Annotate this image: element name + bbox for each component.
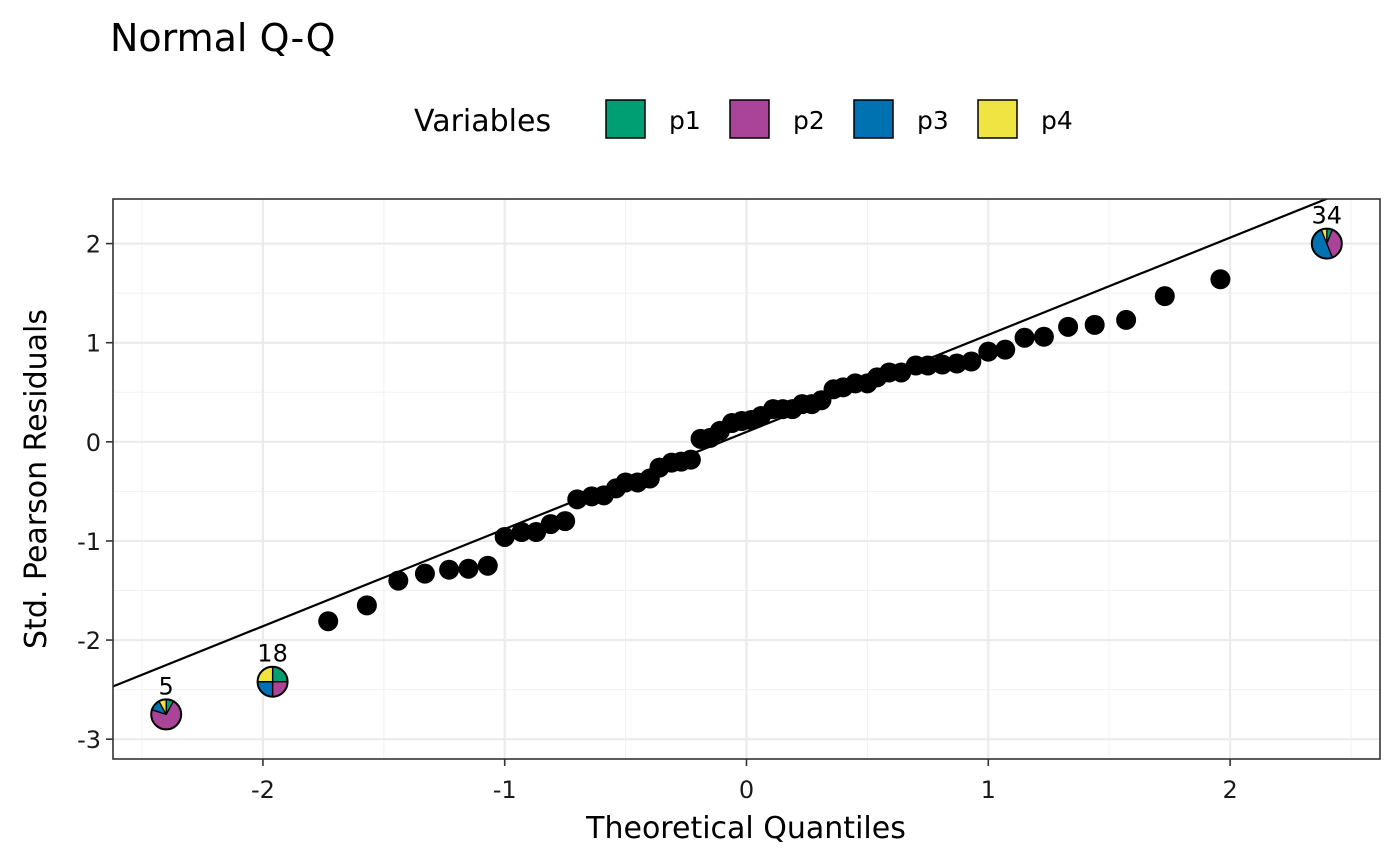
pie-outline bbox=[150, 698, 183, 731]
labeled-points: 5 18 34 bbox=[150, 202, 1343, 731]
chart-title: Normal Q-Q bbox=[110, 16, 336, 60]
point-label: 18 bbox=[257, 640, 288, 668]
x-axis-ticks: -2 -1 0 1 2 bbox=[251, 759, 1238, 804]
major-gridlines bbox=[113, 199, 1380, 759]
data-point bbox=[917, 355, 938, 376]
labeled-point-5: 5 bbox=[150, 672, 183, 731]
qq-reference-line bbox=[113, 199, 1330, 688]
legend-label-p2: p2 bbox=[793, 106, 825, 135]
y-tick-label: 0 bbox=[86, 429, 101, 457]
x-tick-label: 1 bbox=[981, 776, 996, 804]
legend-swatch-p3 bbox=[853, 99, 894, 139]
data-point bbox=[995, 339, 1016, 360]
data-point bbox=[388, 570, 409, 591]
data-point bbox=[961, 351, 982, 372]
data-point bbox=[414, 563, 435, 584]
y-axis-title: Std. Pearson Residuals bbox=[19, 309, 54, 649]
point-label: 34 bbox=[1312, 202, 1343, 230]
data-point bbox=[1033, 326, 1054, 347]
y-tick-label: -3 bbox=[77, 726, 101, 754]
data-point bbox=[458, 558, 479, 579]
data-point bbox=[1058, 316, 1079, 337]
legend-label-p3: p3 bbox=[917, 106, 949, 135]
y-tick-label: -2 bbox=[77, 627, 101, 655]
data-points bbox=[318, 269, 1231, 632]
x-tick-label: -1 bbox=[493, 776, 517, 804]
x-tick-label: 2 bbox=[1222, 776, 1237, 804]
data-point bbox=[477, 555, 498, 576]
x-tick-label: 0 bbox=[739, 776, 754, 804]
labeled-point-34: 34 bbox=[1310, 202, 1343, 260]
y-tick-label: -1 bbox=[77, 528, 101, 556]
pie-outline bbox=[1310, 227, 1343, 260]
data-point bbox=[680, 449, 701, 470]
legend-swatch-p2 bbox=[729, 99, 770, 139]
data-point bbox=[318, 611, 339, 632]
data-point bbox=[511, 522, 532, 543]
legend-swatch-p1 bbox=[605, 99, 646, 139]
y-tick-label: 2 bbox=[86, 231, 101, 259]
legend-label-p1: p1 bbox=[669, 106, 701, 135]
pie-outline bbox=[256, 665, 289, 698]
data-point bbox=[555, 511, 576, 532]
point-label: 5 bbox=[159, 672, 174, 700]
data-point bbox=[978, 341, 999, 362]
data-point bbox=[1014, 327, 1035, 348]
legend: Variables p1 p2 p3 p4 bbox=[414, 99, 1073, 139]
y-tick-label: 1 bbox=[86, 330, 101, 358]
data-point bbox=[1210, 269, 1231, 290]
data-point bbox=[356, 595, 377, 616]
legend-items: p1 p2 p3 p4 bbox=[605, 99, 1073, 139]
legend-swatch-p4 bbox=[977, 99, 1018, 139]
data-point bbox=[1116, 309, 1137, 330]
legend-label-p4: p4 bbox=[1041, 106, 1073, 135]
x-tick-label: -2 bbox=[251, 776, 275, 804]
y-axis-ticks: -3 -2 -1 0 1 2 bbox=[77, 231, 113, 754]
x-axis-title: Theoretical Quantiles bbox=[585, 811, 906, 846]
data-point bbox=[1154, 286, 1175, 307]
data-point bbox=[932, 354, 953, 375]
data-point bbox=[494, 526, 515, 547]
data-point bbox=[1084, 314, 1105, 335]
labeled-point-18: 18 bbox=[256, 640, 289, 698]
reference-line-group bbox=[113, 199, 1330, 688]
legend-title: Variables bbox=[414, 104, 551, 139]
data-point bbox=[439, 559, 460, 580]
